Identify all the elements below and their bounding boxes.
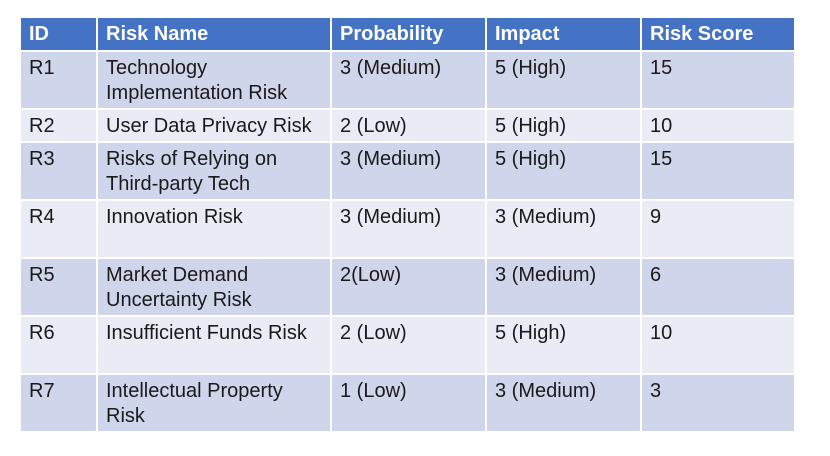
- cell-impact: 3 (Medium): [485, 199, 642, 259]
- table-body: R1 Technology Implementation Risk 3 (Med…: [19, 50, 796, 433]
- cell-id: R6: [19, 315, 98, 375]
- header-id: ID: [19, 16, 98, 52]
- cell-probability: 2 (Low): [330, 108, 487, 143]
- cell-risk-score: 6: [640, 257, 796, 317]
- cell-id: R4: [19, 199, 98, 259]
- cell-probability: 2(Low): [330, 257, 487, 317]
- cell-id: R3: [19, 141, 98, 201]
- cell-risk-name: Technology Implementation Risk: [96, 50, 332, 110]
- cell-risk-name: Insufficient Funds Risk: [96, 315, 332, 375]
- cell-risk-name: User Data Privacy Risk: [96, 108, 332, 143]
- cell-impact: 3 (Medium): [485, 257, 642, 317]
- cell-probability: 3 (Medium): [330, 141, 487, 201]
- cell-impact: 5 (High): [485, 315, 642, 375]
- header-row: ID Risk Name Probability Impact Risk Sco…: [19, 16, 796, 52]
- table-row: R7 Intellectual Property Risk 1 (Low) 3 …: [19, 373, 796, 433]
- header-probability: Probability: [330, 16, 487, 52]
- cell-risk-score: 3: [640, 373, 796, 433]
- risk-table: ID Risk Name Probability Impact Risk Sco…: [19, 16, 796, 433]
- cell-risk-name: Innovation Risk: [96, 199, 332, 259]
- cell-impact: 5 (High): [485, 50, 642, 110]
- cell-probability: 3 (Medium): [330, 199, 487, 259]
- cell-risk-score: 15: [640, 50, 796, 110]
- cell-id: R2: [19, 108, 98, 143]
- cell-risk-score: 15: [640, 141, 796, 201]
- cell-probability: 2 (Low): [330, 315, 487, 375]
- cell-risk-score: 10: [640, 108, 796, 143]
- cell-id: R7: [19, 373, 98, 433]
- cell-id: R1: [19, 50, 98, 110]
- table-row: R6 Insufficient Funds Risk 2 (Low) 5 (Hi…: [19, 315, 796, 375]
- cell-id: R5: [19, 257, 98, 317]
- table-header: ID Risk Name Probability Impact Risk Sco…: [19, 16, 796, 52]
- cell-risk-score: 10: [640, 315, 796, 375]
- cell-probability: 3 (Medium): [330, 50, 487, 110]
- table-row: R5 Market Demand Uncertainty Risk 2(Low)…: [19, 257, 796, 317]
- header-risk-score: Risk Score: [640, 16, 796, 52]
- cell-risk-name: Intellectual Property Risk: [96, 373, 332, 433]
- table-row: R4 Innovation Risk 3 (Medium) 3 (Medium)…: [19, 199, 796, 259]
- cell-risk-score: 9: [640, 199, 796, 259]
- table-row: R2 User Data Privacy Risk 2 (Low) 5 (Hig…: [19, 108, 796, 143]
- table-row: R3 Risks of Relying on Third-party Tech …: [19, 141, 796, 201]
- cell-probability: 1 (Low): [330, 373, 487, 433]
- header-risk-name: Risk Name: [96, 16, 332, 52]
- cell-impact: 3 (Medium): [485, 373, 642, 433]
- header-impact: Impact: [485, 16, 642, 52]
- cell-risk-name: Risks of Relying on Third-party Tech: [96, 141, 332, 201]
- cell-impact: 5 (High): [485, 141, 642, 201]
- cell-risk-name: Market Demand Uncertainty Risk: [96, 257, 332, 317]
- table-row: R1 Technology Implementation Risk 3 (Med…: [19, 50, 796, 110]
- cell-impact: 5 (High): [485, 108, 642, 143]
